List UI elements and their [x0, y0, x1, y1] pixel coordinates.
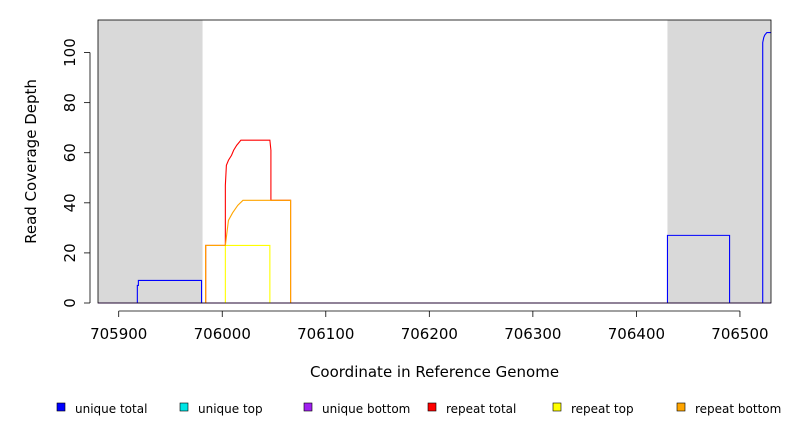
legend-label: unique top [198, 402, 263, 416]
y-tick-label: 40 [61, 193, 79, 212]
x-axis-label: Coordinate in Reference Genome [310, 363, 559, 381]
shaded-region-0 [98, 20, 203, 303]
legend-label: repeat bottom [695, 402, 781, 416]
y-tick-label: 0 [61, 298, 79, 308]
x-axis: 705900 706000 706100 706200 706300 706400 7065… [90, 310, 769, 343]
series-line-repeat-top [224, 244, 271, 303]
shaded-region-1 [667, 20, 771, 303]
x-tick-label: 706400 [608, 325, 665, 343]
legend-swatch [427, 402, 437, 412]
x-tick-label: 706500 [711, 325, 768, 343]
legend-swatch [552, 402, 562, 412]
legend-label: repeat top [571, 402, 634, 416]
y-axis: 0 20 40 60 80 100 [61, 38, 91, 308]
legend-label: repeat total [446, 402, 516, 416]
x-tick-label: 706000 [194, 325, 251, 343]
y-tick-label: 100 [61, 38, 79, 67]
plot-border [97, 19, 772, 304]
legend-swatch [676, 402, 686, 412]
legend: unique total unique top unique bottom repea… [56, 402, 781, 416]
shaded-regions [98, 20, 771, 303]
legend-label: unique total [75, 402, 147, 416]
series-line-repeat-bottom [205, 199, 292, 303]
legend-swatch [179, 402, 189, 412]
y-tick-label: 60 [61, 143, 79, 162]
x-tick-label: 706100 [297, 325, 354, 343]
series-line-repeat-total [205, 139, 292, 303]
legend-label: unique bottom [322, 402, 410, 416]
x-tick-label: 706200 [401, 325, 458, 343]
y-tick-label: 20 [61, 243, 79, 262]
x-tick-label: 705900 [90, 325, 147, 343]
legend-swatch [303, 402, 313, 412]
legend-swatch [56, 402, 66, 412]
series-line-unique-total [98, 31, 771, 304]
y-tick-label: 80 [61, 93, 79, 112]
y-axis-label: Read Coverage Depth [22, 79, 40, 244]
x-tick-label: 706300 [504, 325, 561, 343]
